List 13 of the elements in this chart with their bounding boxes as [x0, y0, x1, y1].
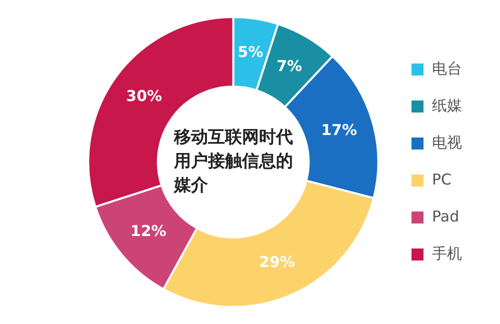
legend-label: 电视 — [432, 133, 462, 152]
legend-label: 电台 — [432, 59, 462, 78]
legend-label: 手机 — [432, 244, 462, 262]
text: 移动互联网时代用户接触信息的媒介 — [172, 127, 293, 196]
data-label: 5% — [238, 43, 264, 62]
data-label: 29% — [259, 253, 295, 272]
data-label: 7% — [276, 57, 302, 76]
legend-label: Pad — [432, 207, 460, 226]
legend-label: 纸媒 — [432, 96, 462, 114]
data-label: 17% — [321, 121, 358, 140]
data-label: 12% — [130, 222, 166, 240]
data-label: 30% — [126, 87, 162, 106]
legend-label: PC — [432, 170, 452, 188]
